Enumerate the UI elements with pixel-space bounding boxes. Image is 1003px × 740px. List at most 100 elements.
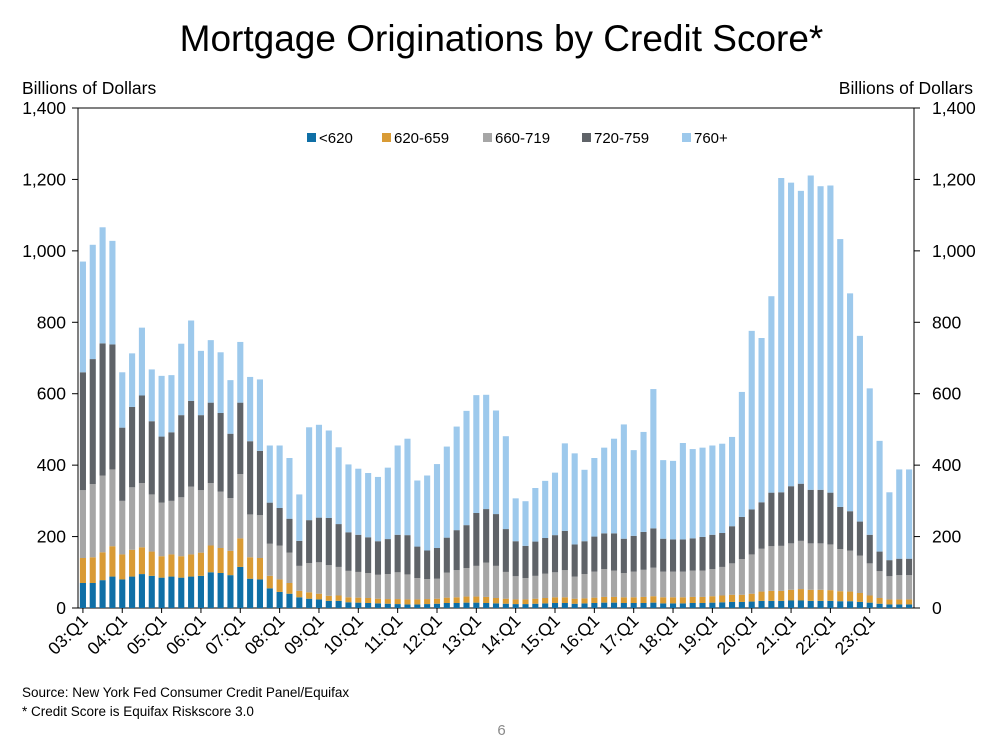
y-axis-label-right: Billions of Dollars: [838, 78, 973, 98]
bar-segment-3: [315, 562, 323, 594]
bar-segment-5: [286, 458, 293, 519]
bar-segment-5: [207, 340, 214, 403]
bar-segment-4: [394, 534, 401, 573]
bar-segment-1: [601, 602, 608, 608]
y-axis-label-left: Billions of Dollars: [22, 78, 157, 98]
bar-segment-1: [168, 576, 175, 608]
bar-segment-2: [374, 598, 382, 604]
bar-segment-2: [886, 599, 893, 605]
bar-segment-1: [856, 601, 863, 608]
y-tick-label-right: 400: [932, 455, 961, 475]
bar-segment-2: [610, 596, 618, 603]
x-tick-label: 22:Q1: [791, 611, 839, 659]
bar-segment-4: [178, 415, 185, 498]
bar-segment-5: [424, 475, 431, 551]
bar-segment-1: [178, 577, 185, 608]
bar-segment-4: [384, 539, 391, 575]
bar-segment-4: [188, 400, 195, 487]
bar-segment-2: [286, 583, 293, 594]
bar-segment-3: [207, 483, 214, 546]
bar-segment-5: [551, 472, 559, 536]
bar-segment-5: [640, 431, 647, 532]
bar-segment-4: [591, 536, 598, 572]
y-tick-label-left: 800: [37, 312, 66, 332]
bar-segment-5: [669, 460, 677, 540]
bar-segment-5: [296, 494, 303, 541]
bar-segment-1: [148, 575, 155, 608]
bar-segment-2: [807, 589, 814, 601]
bar-segment-4: [738, 516, 745, 560]
bar-segment-3: [197, 490, 204, 553]
bar-segment-4: [601, 533, 608, 570]
bar-segment-4: [227, 433, 234, 498]
bar-segment-2: [365, 598, 372, 603]
bar-segment-4: [532, 541, 539, 576]
bar-segment-2: [325, 595, 332, 601]
bar-segment-3: [788, 543, 795, 590]
bar-segment-1: [512, 604, 519, 608]
bar-segment-1: [384, 603, 391, 608]
bar-segment-4: [551, 535, 559, 573]
bar-segment-5: [542, 480, 549, 538]
bar-segment-5: [306, 427, 313, 521]
bar-segment-1: [365, 603, 372, 608]
bar-segment-3: [551, 572, 559, 598]
bar-segment-4: [837, 506, 844, 550]
bar-segment-2: [168, 554, 175, 577]
bar-segment-3: [660, 571, 667, 598]
bar-segment-5: [197, 350, 204, 416]
bar-segment-3: [768, 546, 775, 591]
bar-segment-3: [640, 569, 647, 597]
bar-segment-5: [738, 391, 745, 517]
bar-segment-1: [551, 603, 559, 608]
bar-segment-1: [906, 604, 913, 608]
bar-segment-4: [512, 541, 519, 577]
bar-segment-3: [443, 572, 450, 598]
bar-segment-1: [660, 603, 667, 608]
y-tick-label-left: 1,400: [22, 98, 66, 118]
bar-segment-5: [473, 395, 480, 513]
y-tick-label-left: 0: [56, 598, 66, 618]
bar-segment-4: [856, 521, 863, 556]
bar-segment-1: [217, 573, 224, 608]
bar-segment-3: [266, 543, 273, 576]
bar-segment-4: [542, 538, 549, 574]
bar-segment-2: [847, 591, 854, 602]
bar-segment-3: [620, 573, 627, 598]
bar-segment-4: [561, 530, 568, 571]
bar-segment-1: [188, 576, 195, 608]
bar-segment-4: [374, 541, 382, 575]
bar-segment-5: [837, 239, 844, 507]
bar-segment-5: [886, 492, 893, 561]
bar-segment-2: [237, 538, 244, 567]
bar-segment-2: [443, 597, 450, 603]
bar-segment-2: [197, 552, 204, 576]
bar-segment-3: [433, 578, 441, 599]
bar-segment-5: [79, 261, 86, 373]
bar-segment-2: [296, 590, 303, 598]
bar-segment-4: [99, 343, 106, 476]
bar-segment-3: [729, 563, 736, 595]
bar-segment-5: [227, 380, 234, 434]
y-tick-label-right: 800: [932, 312, 961, 332]
bar-segment-1: [630, 603, 637, 608]
bar-segment-3: [807, 543, 814, 590]
bar-segment-2: [483, 596, 490, 603]
bar-segment-5: [748, 330, 755, 510]
bar-segment-5: [365, 473, 372, 538]
bar-segment-5: [807, 175, 814, 490]
bar-segment-3: [463, 568, 470, 597]
bar-segment-4: [630, 535, 637, 572]
bar-segment-1: [827, 600, 834, 608]
bar-segment-3: [148, 494, 155, 552]
bar-segment-2: [217, 548, 224, 573]
bar-segment-5: [620, 424, 627, 539]
bar-segment-4: [433, 548, 441, 579]
bar-segment-2: [502, 598, 509, 604]
bar-segment-4: [463, 525, 470, 568]
bar-segment-1: [788, 600, 795, 608]
bar-segment-2: [699, 596, 706, 603]
bar-segment-1: [414, 604, 421, 608]
bar-segment-4: [119, 427, 126, 501]
bar-segment-3: [227, 498, 234, 551]
